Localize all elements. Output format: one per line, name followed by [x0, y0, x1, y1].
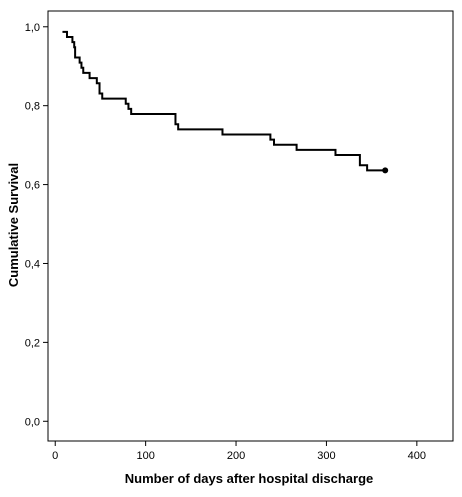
x-tick-label: 300 — [317, 450, 335, 462]
x-tick-label: 200 — [227, 450, 245, 462]
x-axis-ticks: 0 100 200 300 400 — [52, 441, 426, 462]
y-tick-label: 0,4 — [25, 258, 40, 270]
y-tick-label: 0,0 — [25, 416, 40, 428]
censored-marker — [382, 167, 389, 174]
y-axis-ticks: 0,0 0,2 0,4 0,6 0,8 1,0 — [25, 22, 48, 428]
x-tick-label: 0 — [52, 450, 58, 462]
y-tick-label: 0,8 — [25, 101, 40, 113]
x-tick-label: 100 — [136, 450, 154, 462]
y-tick-label: 0,6 — [25, 180, 40, 192]
survival-curve — [62, 30, 386, 172]
x-axis-title: Number of days after hospital discharge — [125, 471, 374, 486]
y-axis-title: Cumulative Survival — [6, 163, 21, 287]
x-tick-label: 400 — [408, 450, 426, 462]
plot-frame — [47, 10, 454, 442]
y-tick-label: 1,0 — [25, 22, 40, 34]
y-tick-label: 0,2 — [25, 337, 40, 349]
series-layer — [62, 30, 389, 174]
